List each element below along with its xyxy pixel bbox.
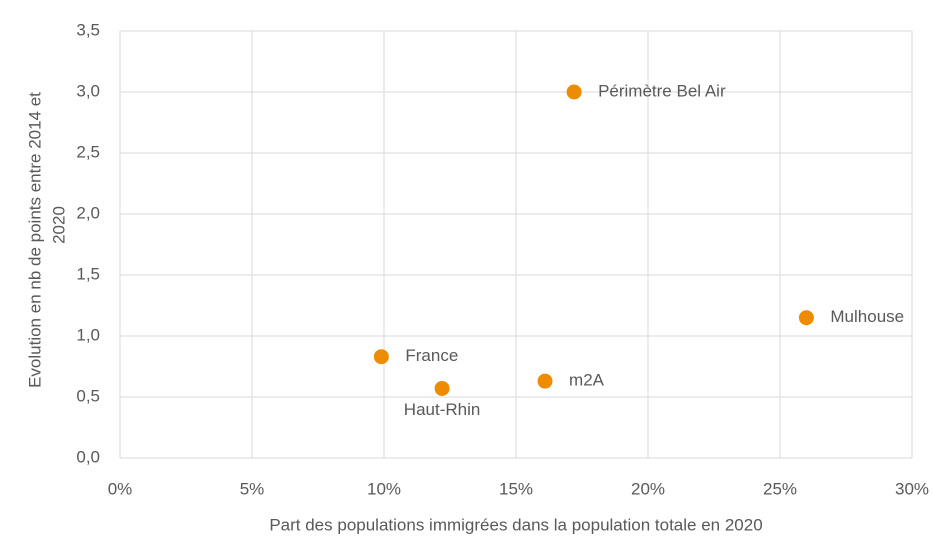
point [373, 349, 389, 365]
y-tick-label: 0,5 [76, 386, 100, 405]
x-tick-label: 30% [895, 479, 929, 498]
point-label: Périmètre Bel Air [598, 81, 726, 100]
y-tick-label: 3,5 [76, 20, 100, 39]
x-tick-label: 10% [367, 479, 401, 498]
point-label: Mulhouse [830, 307, 904, 326]
point-label: France [405, 346, 458, 365]
point [537, 373, 553, 389]
y-tick-label: 1,0 [76, 325, 100, 344]
x-tick-label: 5% [240, 479, 265, 498]
point [566, 84, 582, 100]
y-tick-label: 3,0 [76, 81, 100, 100]
y-tick-label: 2,5 [76, 142, 100, 161]
point-label: m2A [569, 371, 605, 390]
point [434, 380, 450, 396]
y-axis-label: 2020 [49, 206, 68, 244]
x-tick-label: 25% [763, 479, 797, 498]
x-tick-label: 15% [499, 479, 533, 498]
y-axis-label: Evolution en nb de points entre 2014 et [25, 92, 44, 388]
x-tick-label: 0% [108, 479, 133, 498]
x-tick-label: 20% [631, 479, 665, 498]
point [798, 310, 814, 326]
x-axis-label: Part des populations immigrées dans la p… [269, 515, 762, 534]
y-tick-label: 2,0 [76, 203, 100, 222]
point-label: Haut-Rhin [404, 400, 481, 419]
y-tick-label: 0,0 [76, 447, 100, 466]
y-tick-label: 1,5 [76, 264, 100, 283]
